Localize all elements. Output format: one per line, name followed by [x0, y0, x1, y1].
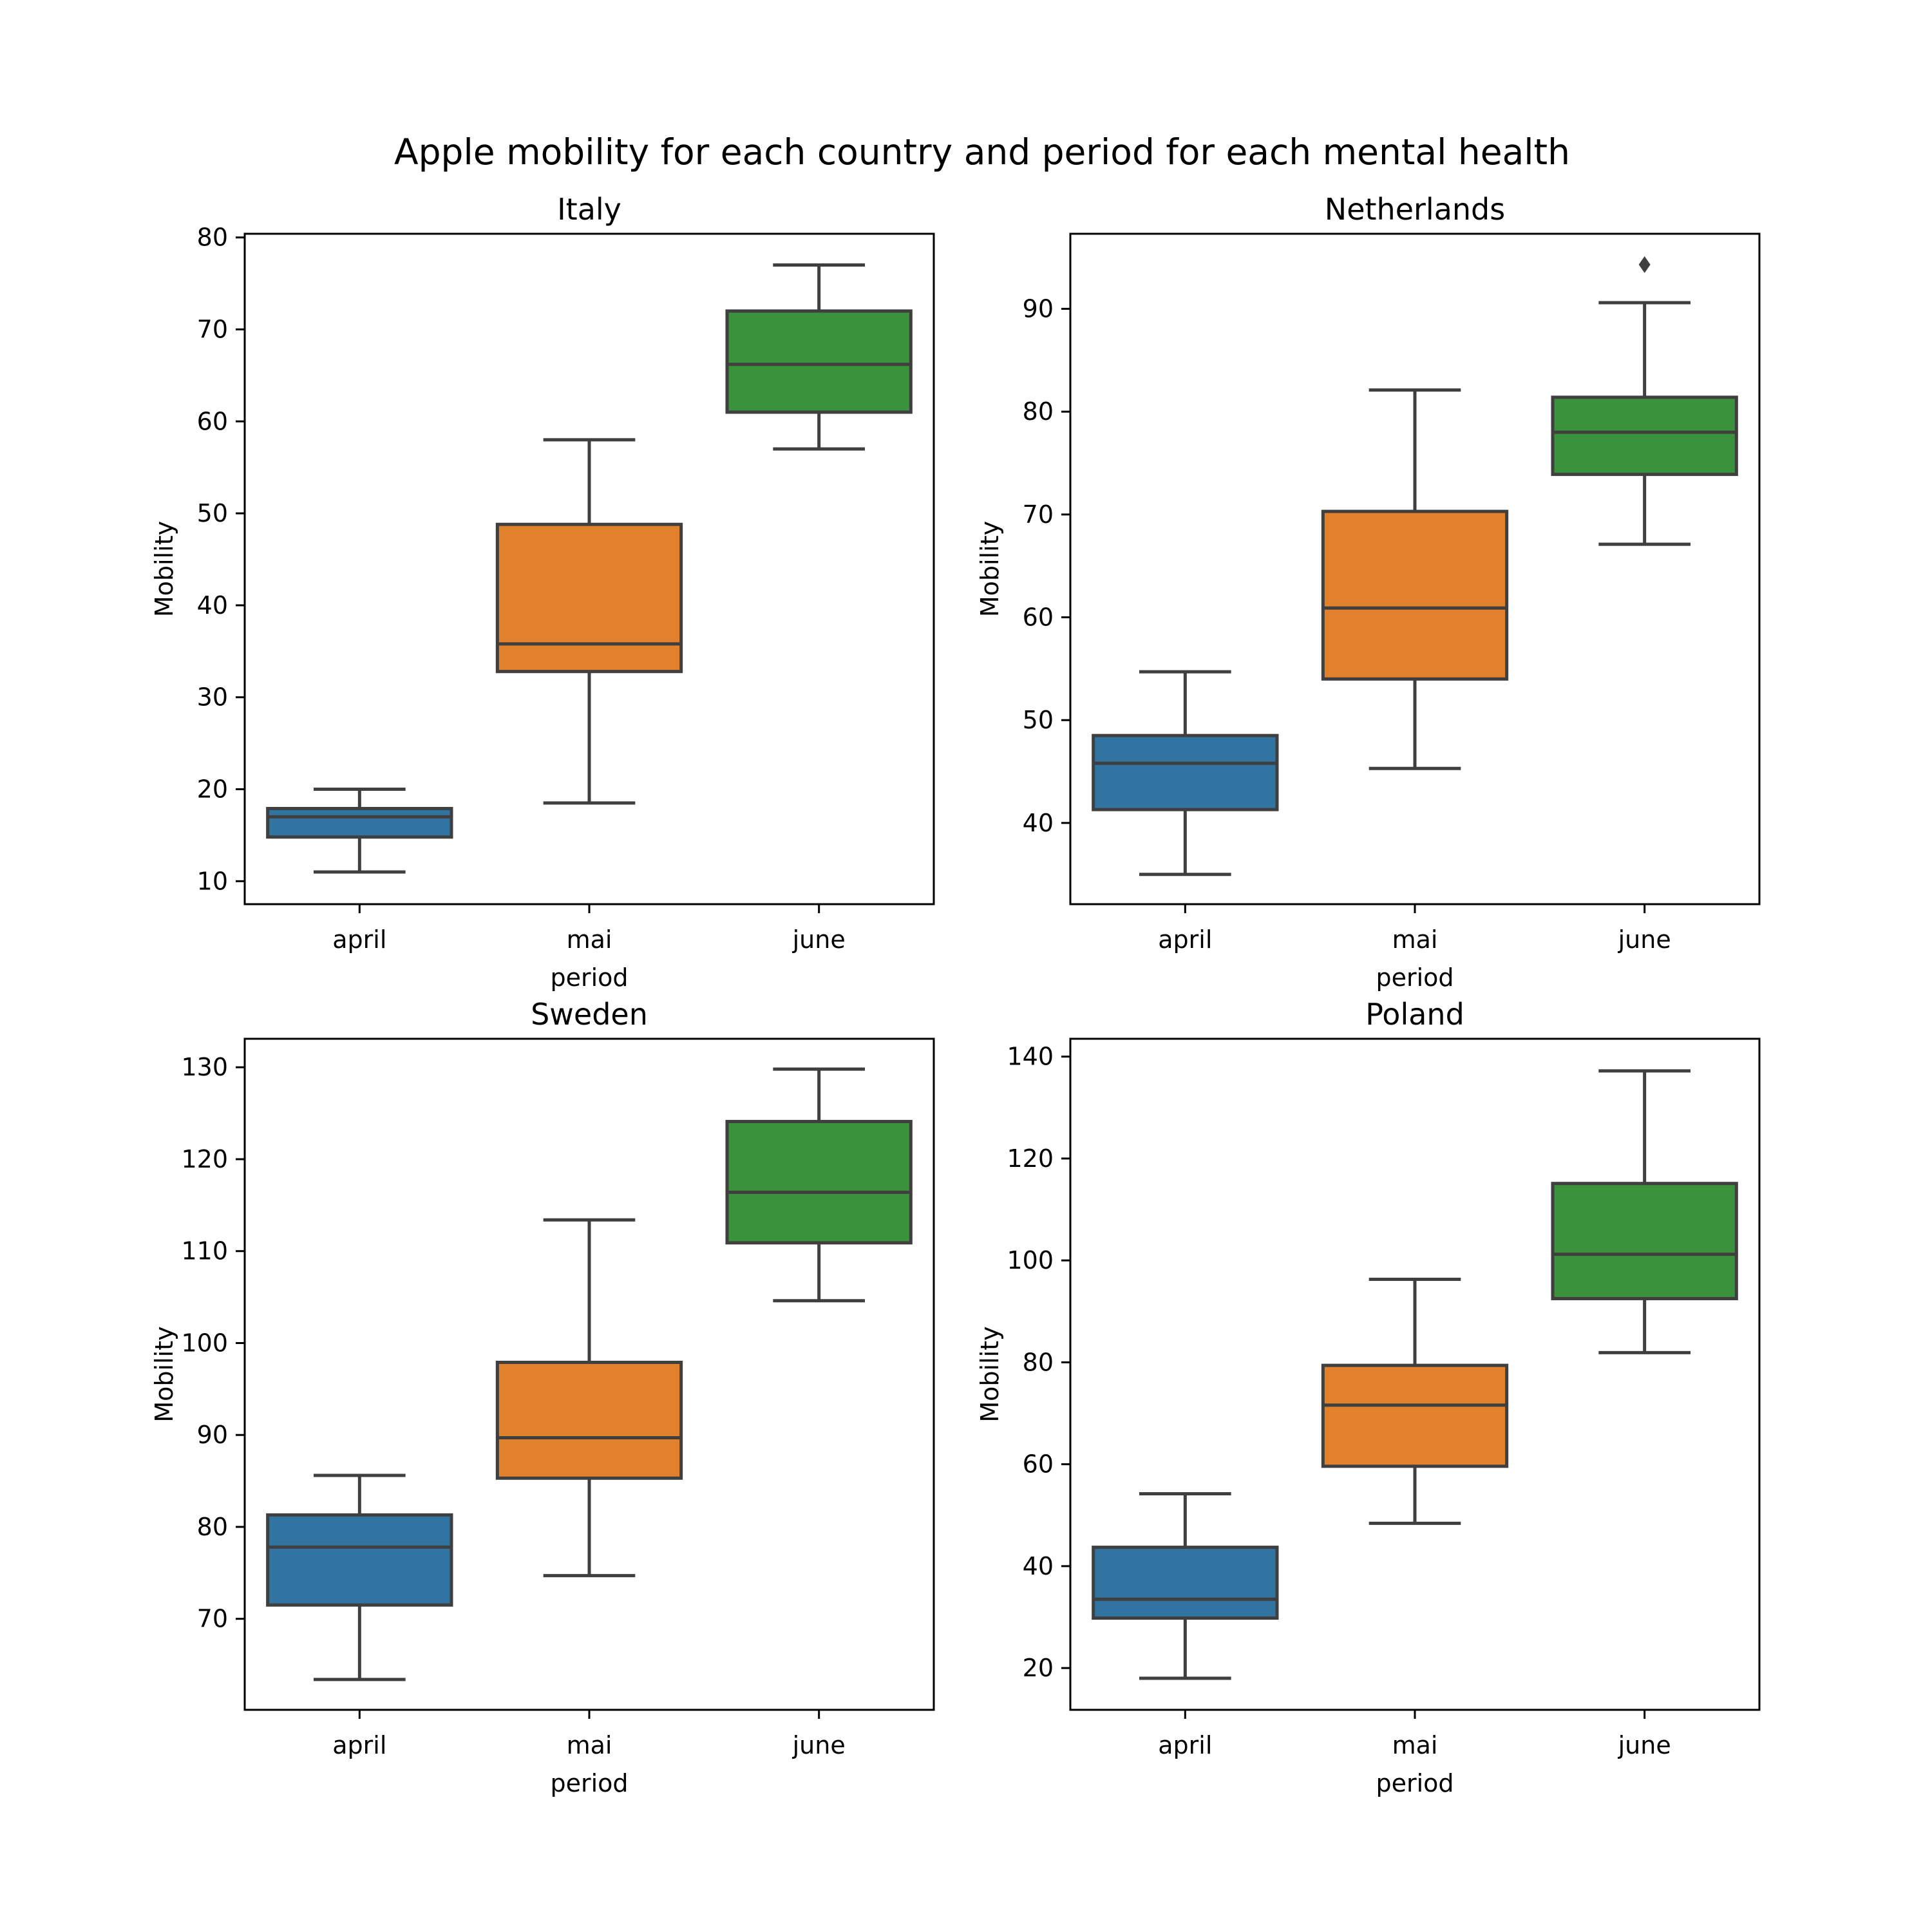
iqr-box [725, 1119, 913, 1245]
y-tick-label: 90 [1023, 295, 1054, 323]
y-tick-label: 80 [1023, 1348, 1054, 1376]
y-tick-label: 20 [197, 775, 228, 804]
x-axis-label: period [550, 1769, 628, 1797]
box-june [1551, 256, 1738, 546]
x-tick-label: april [332, 1731, 386, 1759]
y-tick-label: 30 [197, 683, 228, 712]
box-mai [1321, 1277, 1509, 1525]
iqr-box [1551, 395, 1738, 477]
y-tick-label: 50 [1023, 706, 1054, 734]
box-june [725, 1067, 913, 1303]
x-tick-label: mai [567, 1731, 612, 1759]
y-tick-label: 60 [1023, 603, 1054, 632]
x-tick-label: june [1618, 925, 1671, 954]
x-axis-label: period [550, 963, 628, 992]
y-tick-label: 120 [1007, 1144, 1054, 1173]
y-tick-label: 120 [181, 1145, 228, 1173]
panel-sweden: Sweden 70 80 90 100 110 120 130 april mai june peri… [150, 997, 935, 1797]
panel-netherlands: Netherlands 40 50 60 70 80 90 april mai june perio… [976, 192, 1761, 992]
box-mai [1321, 388, 1509, 770]
y-tick-label: 110 [181, 1237, 228, 1265]
panel-italy: Italy 10 20 30 40 50 60 70 80 april mai june period M… [150, 192, 935, 992]
panels: Italy 10 20 30 40 50 60 70 80 april mai june period M… [150, 192, 1761, 1797]
x-tick-label: june [792, 925, 846, 954]
y-tick-label: 20 [1023, 1654, 1054, 1682]
panel-poland: Poland 20 40 60 80 100 120 140 april mai june perio… [976, 997, 1761, 1797]
x-axis-label: period [1376, 963, 1454, 992]
y-tick-label: 60 [197, 407, 228, 435]
iqr-box [1092, 734, 1279, 811]
panel-title: Italy [557, 192, 621, 227]
x-tick-label: april [332, 925, 386, 954]
x-tick-label: mai [1392, 1731, 1438, 1759]
y-tick-label: 140 [1007, 1043, 1054, 1071]
x-tick-label: april [1158, 1731, 1212, 1759]
y-tick-label: 50 [197, 499, 228, 527]
x-tick-label: mai [1392, 925, 1438, 954]
x-tick-label: june [1618, 1731, 1671, 1759]
x-tick-label: june [792, 1731, 846, 1759]
y-axis-label: Mobility [150, 521, 178, 617]
y-tick-label: 80 [1023, 397, 1054, 426]
y-tick-label: 100 [1007, 1246, 1054, 1274]
y-tick-label: 60 [1023, 1450, 1054, 1479]
panel-title: Netherlands [1325, 192, 1505, 227]
x-tick-label: mai [567, 925, 612, 954]
box-june [1551, 1069, 1738, 1354]
y-axis-label: Mobility [150, 1326, 178, 1422]
panel-title: Sweden [531, 997, 648, 1032]
y-tick-label: 10 [197, 867, 228, 895]
y-axis-label: Mobility [976, 521, 1004, 617]
x-axis-label: period [1376, 1769, 1454, 1797]
y-tick-label: 130 [181, 1053, 228, 1081]
iqr-box [1092, 1546, 1279, 1620]
y-tick-label: 40 [1023, 809, 1054, 837]
y-tick-label: 70 [197, 1605, 228, 1633]
y-tick-label: 90 [197, 1421, 228, 1449]
iqr-box [266, 806, 453, 839]
box-april [266, 1473, 453, 1681]
y-tick-label: 70 [197, 316, 228, 344]
x-tick-label: april [1158, 925, 1212, 954]
iqr-box [495, 1360, 683, 1480]
box-april [1092, 1492, 1279, 1680]
y-axis-label: Mobility [976, 1326, 1004, 1422]
iqr-box [1321, 1363, 1509, 1468]
y-tick-label: 100 [181, 1329, 228, 1357]
box-mai [495, 1218, 683, 1578]
box-april [1092, 670, 1279, 876]
y-tick-label: 40 [197, 591, 228, 620]
iqr-box [1551, 1182, 1738, 1301]
iqr-box [495, 522, 683, 674]
iqr-box [266, 1513, 453, 1607]
outlier-point [1638, 256, 1651, 273]
box-april [266, 788, 453, 874]
y-tick-label: 70 [1023, 500, 1054, 529]
figure-title: Apple mobility for each country and peri… [394, 131, 1570, 173]
iqr-box [725, 309, 913, 414]
box-june [725, 263, 913, 451]
iqr-box [1321, 509, 1509, 681]
box-mai [495, 438, 683, 805]
y-tick-label: 40 [1023, 1552, 1054, 1580]
panel-title: Poland [1365, 997, 1464, 1032]
y-tick-label: 80 [197, 223, 228, 252]
y-tick-label: 80 [197, 1513, 228, 1541]
